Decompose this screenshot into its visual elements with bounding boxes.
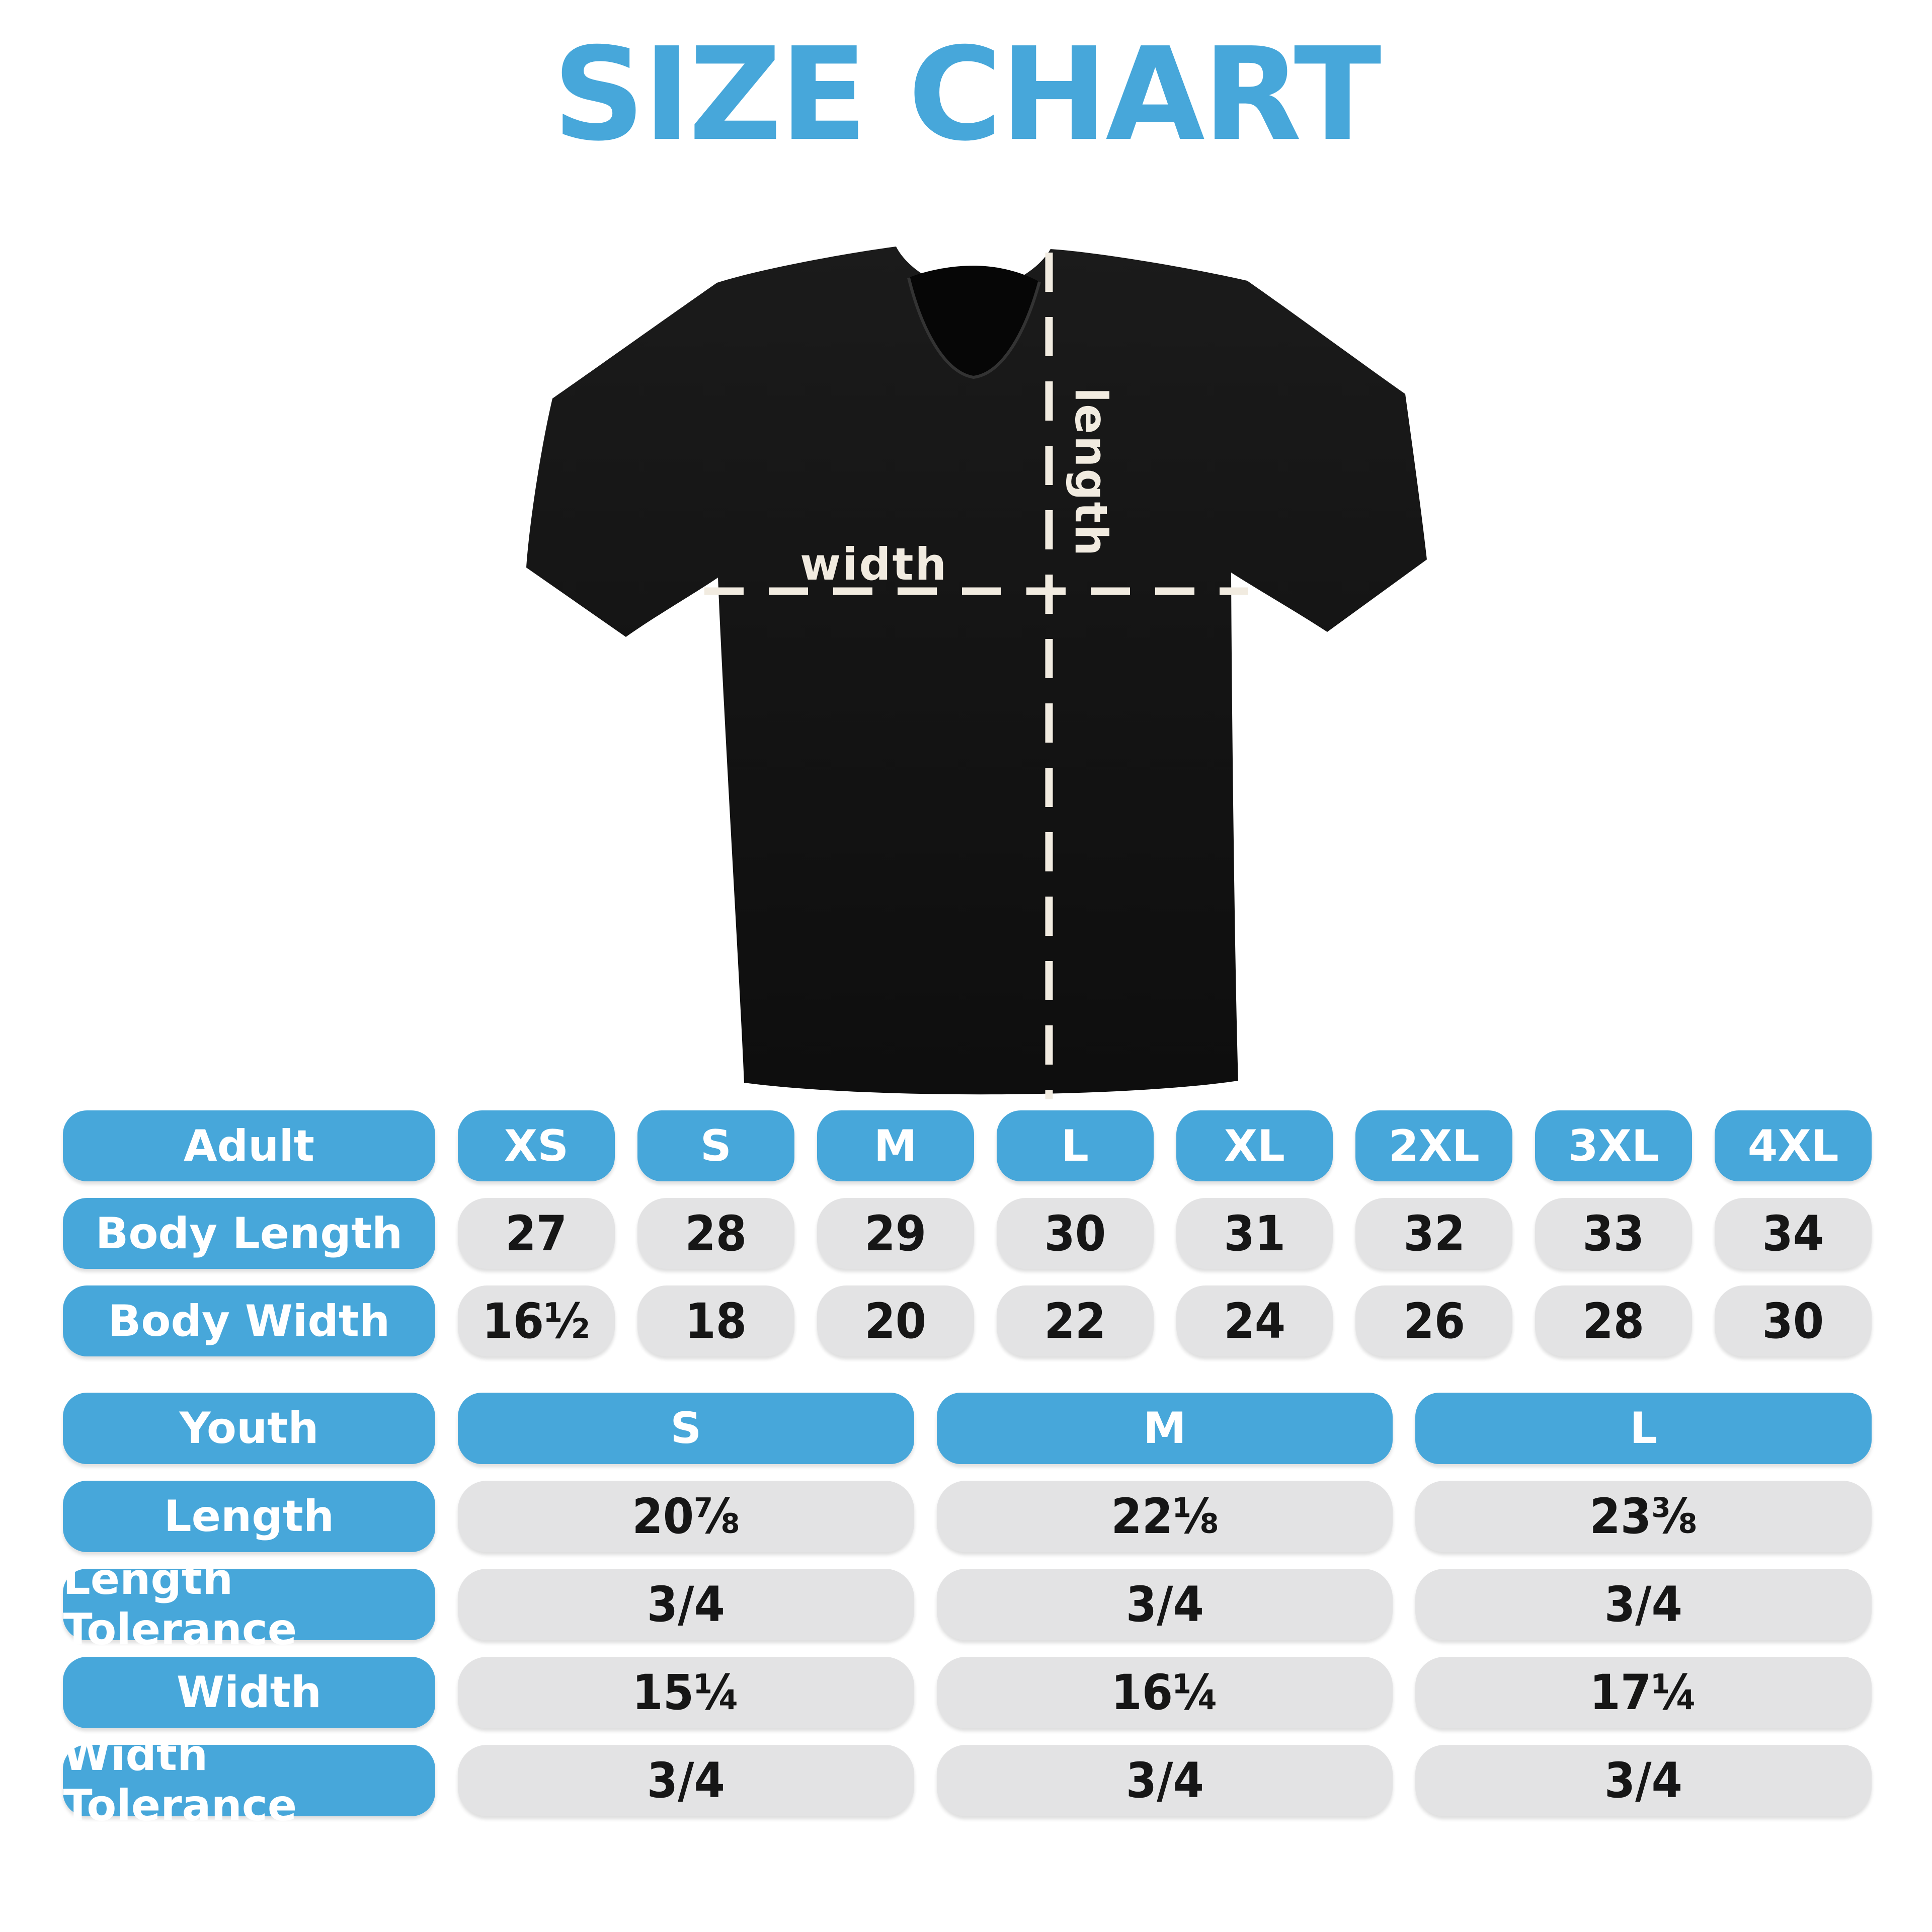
adult-cell: 32 bbox=[1355, 1198, 1513, 1269]
adult-cell: 28 bbox=[1535, 1285, 1693, 1356]
youth-cell: 3/4 bbox=[1415, 1569, 1872, 1640]
youth-table-header: Youth bbox=[63, 1393, 435, 1464]
adult-size-table: Adult XS S M L XL 2XL 3XL 4XL Body Lengt… bbox=[63, 1110, 1872, 1356]
youth-size-header: M bbox=[936, 1393, 1393, 1464]
length-label: length bbox=[1065, 387, 1117, 557]
width-label: width bbox=[800, 538, 948, 590]
youth-row-label: Width Tolerance bbox=[63, 1730, 435, 1831]
adult-size-header: 3XL bbox=[1535, 1110, 1693, 1181]
adult-cell: 26 bbox=[1355, 1285, 1513, 1356]
adult-cell: 30 bbox=[996, 1198, 1154, 1269]
adult-cell: 29 bbox=[817, 1198, 974, 1269]
adult-size-header: 2XL bbox=[1355, 1110, 1513, 1181]
youth-cell: 22⅛ bbox=[936, 1481, 1393, 1552]
youth-row-label: Length bbox=[63, 1481, 435, 1552]
adult-cell: 33 bbox=[1535, 1198, 1693, 1269]
adult-table-header: Adult bbox=[63, 1110, 435, 1181]
youth-row-label: Width bbox=[63, 1657, 435, 1728]
youth-cell: 3/4 bbox=[458, 1569, 914, 1640]
adult-cell: 22 bbox=[996, 1285, 1154, 1356]
tshirt-diagram: width length bbox=[518, 221, 1439, 1107]
adult-cell: 20 bbox=[817, 1285, 974, 1356]
youth-row-label: Length Tolerance bbox=[63, 1554, 435, 1655]
adult-size-header: 4XL bbox=[1715, 1110, 1872, 1181]
youth-cell: 16¼ bbox=[936, 1657, 1393, 1728]
tshirt-collar-opening bbox=[909, 266, 1039, 377]
adult-size-header: XS bbox=[458, 1110, 615, 1181]
adult-cell: 27 bbox=[458, 1198, 615, 1269]
youth-size-table: Youth S M L Length 20⅞ 22⅛ 23⅜ Length To… bbox=[63, 1393, 1872, 1831]
adult-cell: 31 bbox=[1176, 1198, 1333, 1269]
adult-cell: 16½ bbox=[458, 1285, 615, 1356]
adult-row-label: Body Width bbox=[63, 1285, 435, 1356]
youth-cell: 17¼ bbox=[1415, 1657, 1872, 1728]
tshirt-svg: width length bbox=[526, 247, 1427, 1099]
page-title: SIZE CHART bbox=[552, 20, 1381, 170]
adult-cell: 28 bbox=[637, 1198, 794, 1269]
youth-cell: 3/4 bbox=[936, 1569, 1393, 1640]
adult-cell: 18 bbox=[637, 1285, 794, 1356]
adult-size-header: L bbox=[996, 1110, 1154, 1181]
youth-cell: 3/4 bbox=[458, 1745, 914, 1816]
adult-size-header: M bbox=[817, 1110, 974, 1181]
youth-cell: 20⅞ bbox=[458, 1481, 914, 1552]
youth-cell: 3/4 bbox=[1415, 1745, 1872, 1816]
youth-cell: 15¼ bbox=[458, 1657, 914, 1728]
adult-cell: 24 bbox=[1176, 1285, 1333, 1356]
adult-cell: 30 bbox=[1715, 1285, 1872, 1356]
adult-row-label: Body Length bbox=[63, 1198, 435, 1269]
youth-cell: 23⅜ bbox=[1415, 1481, 1872, 1552]
adult-size-header: S bbox=[637, 1110, 794, 1181]
adult-cell: 34 bbox=[1715, 1198, 1872, 1269]
adult-size-header: XL bbox=[1176, 1110, 1333, 1181]
tshirt-body bbox=[526, 247, 1427, 1095]
youth-size-header: S bbox=[458, 1393, 914, 1464]
youth-cell: 3/4 bbox=[936, 1745, 1393, 1816]
tshirt-collar-seam bbox=[907, 277, 1041, 379]
youth-size-header: L bbox=[1415, 1393, 1872, 1464]
